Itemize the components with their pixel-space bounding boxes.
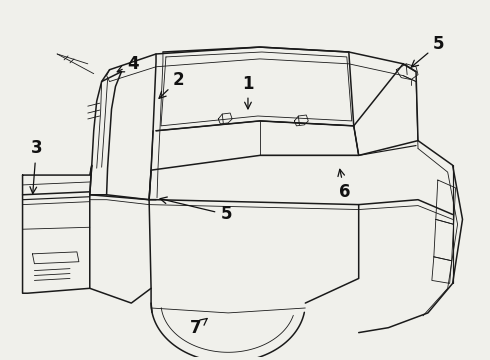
Text: 3: 3 <box>30 139 42 194</box>
Text: 1: 1 <box>242 75 254 109</box>
Text: 4: 4 <box>117 55 139 73</box>
Text: 2: 2 <box>159 71 184 98</box>
Text: 6: 6 <box>338 169 350 201</box>
Text: 5: 5 <box>411 35 444 67</box>
Text: 7: 7 <box>190 319 207 337</box>
Text: 5: 5 <box>160 197 232 224</box>
